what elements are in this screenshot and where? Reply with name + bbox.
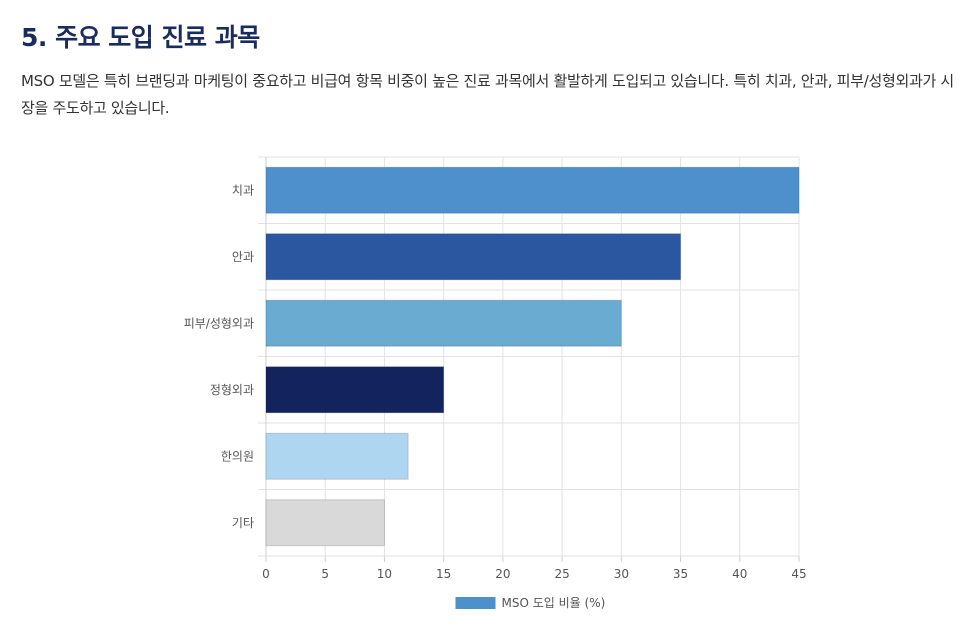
x-axis-labels: 0 5 10 15 20 25 30 35 40 45 [262,567,806,581]
chart-grid [258,156,800,562]
bar-1 [265,233,682,281]
bar-2 [265,299,622,347]
x-tick-label: 45 [791,567,806,581]
x-tick-label: 20 [495,567,510,581]
section-description: MSO 모델은 특히 브랜딩과 마케팅이 중요하고 비급여 항목 비중이 높은 … [21,72,954,117]
legend-swatch [455,597,496,609]
x-tick-label: 15 [436,567,451,581]
category-label: 기타 [232,516,254,530]
x-tick-label: 40 [732,567,747,581]
x-tick-label: 35 [673,567,688,581]
category-label: 한의원 [221,449,254,463]
x-tick-label: 25 [554,567,569,581]
x-tick-label: 5 [321,567,329,581]
bar-5 [265,499,385,547]
category-label: 치과 [232,183,254,197]
x-tick-label: 30 [614,567,629,581]
category-label: 피부/성형외과 [184,316,254,330]
bar-4 [265,432,409,480]
bar-3 [265,366,445,414]
chart-bars [265,166,800,547]
category-label: 안과 [232,250,254,264]
section-title: 5. 주요 도입 진료 과목 [21,23,260,52]
x-tick-label: 10 [377,567,392,581]
chart-legend: MSO 도입 비율 (%) [455,596,606,610]
x-tick-label: 0 [262,567,270,581]
legend-label: MSO 도입 비율 (%) [502,596,606,610]
category-label: 정형외과 [210,383,254,397]
bar-0 [265,166,800,214]
